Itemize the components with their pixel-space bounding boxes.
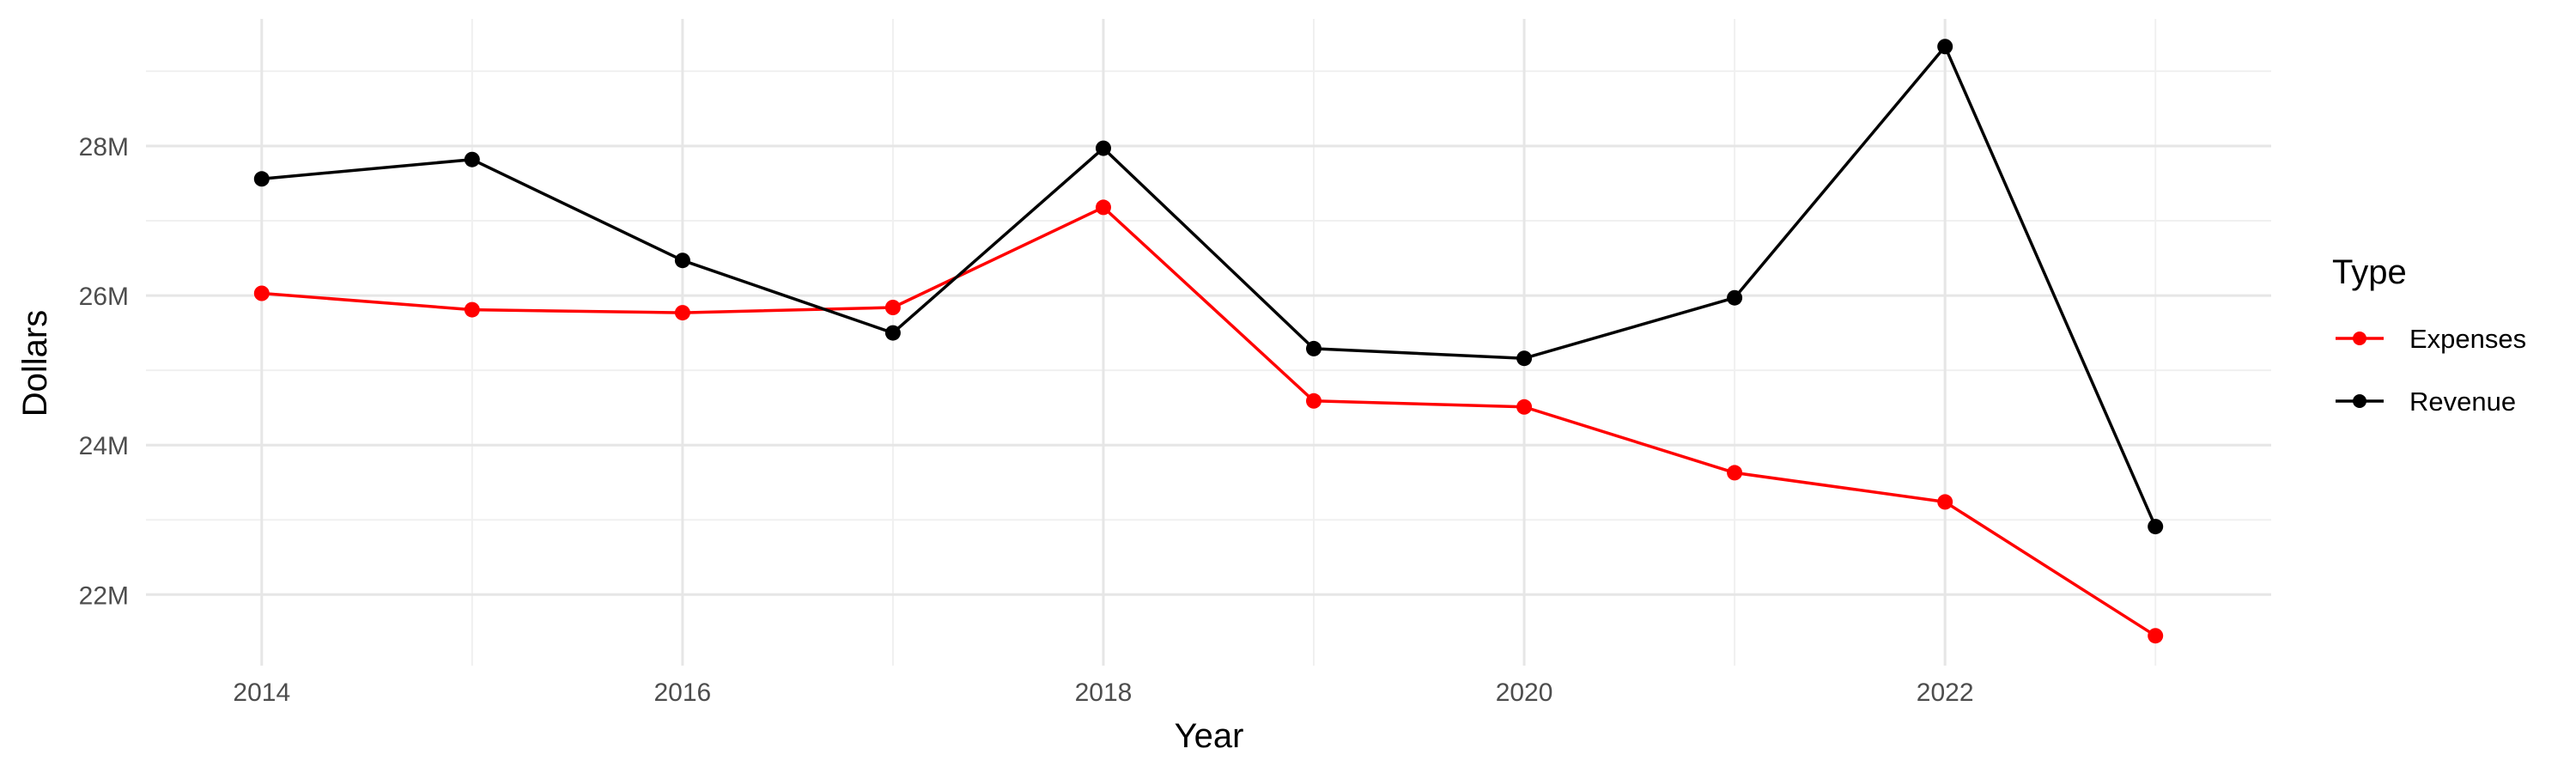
series-layer (253, 39, 2164, 644)
data-point-revenue (884, 325, 901, 341)
legend-item-expenses: Expenses (2336, 324, 2526, 354)
legend-label-expenses: Expenses (2409, 324, 2526, 354)
legend-key-point-expenses (2353, 332, 2366, 345)
major-gridlines (146, 19, 2271, 666)
data-point-expenses (1937, 494, 1953, 510)
x-tick-label: 2022 (1917, 679, 1974, 707)
data-point-revenue (674, 253, 690, 269)
x-axis-title: Year (1175, 717, 1244, 755)
data-point-expenses (1306, 393, 1321, 409)
x-tick-label: 2016 (654, 679, 712, 707)
minor-gridlines (146, 19, 2271, 666)
data-point-revenue (1516, 350, 1533, 367)
y-tick-label: 22M (79, 581, 129, 610)
data-point-revenue (1937, 39, 1953, 55)
data-point-expenses (1727, 465, 1743, 481)
legend-label-revenue: Revenue (2409, 386, 2516, 417)
y-axis-title: Dollars (16, 310, 54, 417)
y-tick-label: 24M (79, 432, 129, 460)
data-point-expenses (2148, 628, 2164, 644)
x-tick-label: 2014 (233, 679, 290, 707)
data-point-revenue (1096, 140, 1111, 156)
tick-labels: 2014 2016 2018 2020 2022 22M 24M 26M 28M (79, 133, 1974, 707)
data-point-expenses (1516, 399, 1533, 415)
data-point-expenses (464, 301, 480, 318)
y-tick-label: 28M (79, 133, 129, 161)
data-point-revenue (1306, 340, 1321, 356)
legend: Type Expenses Revenue (2332, 253, 2526, 417)
legend-key-point-revenue (2353, 394, 2366, 408)
data-point-revenue (464, 151, 480, 167)
data-point-expenses (674, 305, 690, 321)
legend-item-revenue: Revenue (2336, 386, 2516, 417)
series-line-revenue (260, 45, 2157, 528)
x-tick-label: 2020 (1496, 679, 1553, 707)
x-tick-label: 2018 (1075, 679, 1133, 707)
data-point-expenses (884, 300, 901, 315)
data-point-revenue (2148, 519, 2164, 535)
data-point-expenses (1096, 199, 1111, 216)
series-line-expenses (260, 205, 2157, 637)
y-tick-label: 26M (79, 283, 129, 311)
data-point-revenue (253, 171, 270, 187)
legend-title: Type (2332, 253, 2407, 291)
data-point-expenses (253, 285, 270, 301)
data-point-revenue (1727, 289, 1743, 306)
